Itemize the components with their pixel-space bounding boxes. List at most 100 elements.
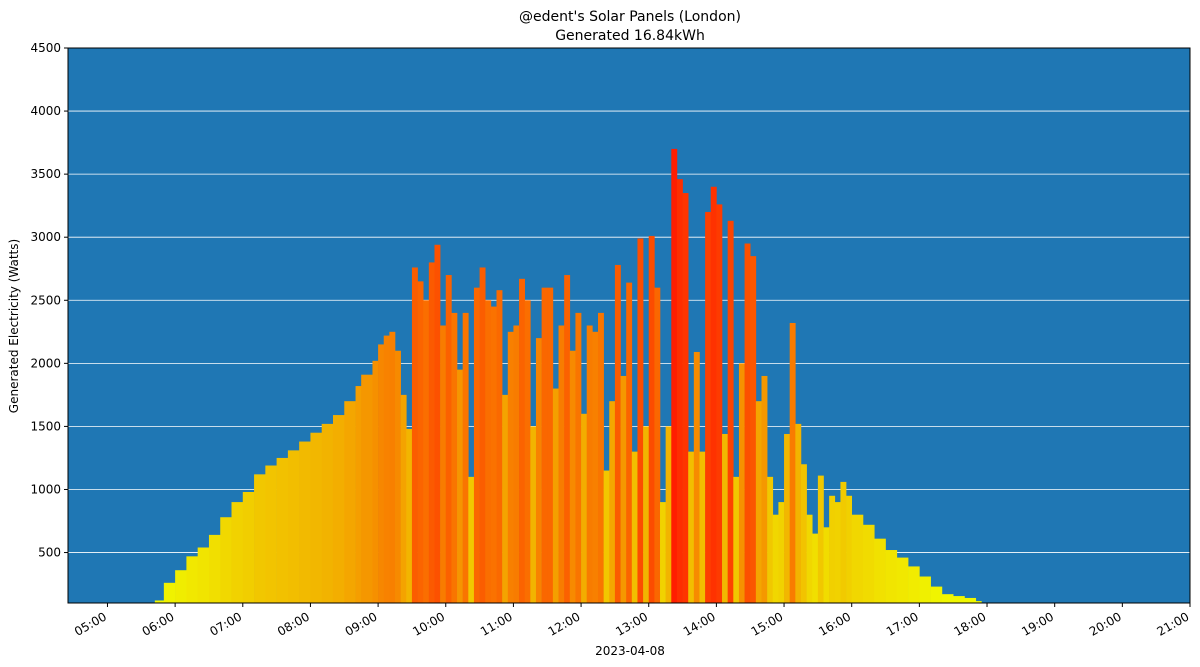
bar: [502, 394, 509, 603]
bar: [896, 557, 909, 603]
bar: [175, 570, 187, 603]
bar: [727, 220, 734, 603]
bar: [428, 262, 435, 603]
y-tick-label: 3500: [30, 167, 61, 181]
y-tick-label: 3000: [30, 230, 61, 244]
x-tick-label: 10:00: [410, 609, 447, 638]
bar: [558, 325, 565, 603]
bar: [688, 451, 695, 603]
y-tick-label: 1000: [30, 482, 61, 496]
bar: [789, 322, 796, 603]
x-tick-label: 05:00: [72, 609, 109, 638]
bar: [564, 275, 571, 603]
bar: [812, 533, 819, 603]
y-tick-label: 2000: [30, 356, 61, 370]
x-tick-label: 13:00: [613, 609, 650, 638]
bar: [507, 331, 514, 603]
bar: [597, 312, 604, 603]
bar: [761, 375, 768, 603]
bar: [445, 275, 452, 603]
bar: [406, 428, 413, 603]
bar: [451, 312, 458, 603]
bar: [620, 375, 627, 603]
bar: [479, 267, 486, 603]
bar: [592, 331, 599, 603]
bar: [676, 179, 683, 603]
bar: [586, 325, 593, 603]
bar: [490, 306, 497, 603]
bar: [744, 243, 751, 604]
bar: [355, 386, 362, 603]
x-tick-label: 12:00: [546, 609, 583, 638]
bar: [423, 300, 430, 603]
bar: [163, 582, 176, 603]
bar: [699, 451, 706, 603]
bar: [874, 538, 886, 603]
bar: [395, 350, 401, 603]
bar: [154, 600, 165, 603]
bar: [648, 235, 655, 603]
bar: [208, 534, 221, 603]
x-tick-label: 18:00: [952, 609, 989, 638]
bar: [665, 426, 672, 603]
bar: [862, 524, 875, 603]
x-tick-label: 08:00: [275, 609, 312, 638]
bar: [473, 287, 480, 603]
bar: [953, 596, 965, 603]
bar: [806, 514, 813, 603]
bar: [513, 325, 520, 603]
bar: [197, 547, 210, 603]
bar: [440, 325, 447, 603]
bar: [941, 594, 954, 603]
bar: [767, 476, 774, 603]
bar: [310, 432, 323, 603]
bar: [738, 363, 745, 603]
bar: [361, 374, 373, 603]
bar: [975, 601, 982, 603]
bar: [919, 576, 931, 603]
bar: [468, 476, 475, 603]
bar: [254, 474, 266, 603]
bar: [344, 401, 356, 603]
bar: [795, 423, 802, 603]
x-tick-label: 06:00: [140, 609, 177, 638]
bar: [750, 256, 757, 603]
bar: [823, 527, 830, 603]
bar: [332, 415, 345, 603]
bar: [457, 369, 463, 603]
bar: [378, 344, 385, 603]
bar: [631, 451, 638, 603]
bar: [485, 300, 492, 603]
bar: [524, 300, 531, 603]
bar: [603, 470, 610, 603]
bar: [722, 433, 728, 603]
x-tick-label: 17:00: [884, 609, 921, 638]
bar: [772, 514, 779, 603]
bar: [276, 457, 289, 603]
bar: [964, 597, 977, 603]
y-tick-label: 500: [38, 546, 61, 560]
bar: [581, 413, 588, 603]
y-axis: 500 1000 1500 2000 2500 3000 3500 4000 4500: [30, 41, 68, 560]
bar: [547, 287, 554, 603]
chart-subtitle: Generated 16.84kWh: [555, 28, 705, 44]
chart-title: @edent's Solar Panels (London): [519, 9, 741, 25]
bar: [411, 267, 418, 603]
x-tick-label: 07:00: [207, 609, 244, 638]
y-tick-label: 4500: [30, 41, 61, 55]
bar: [519, 278, 525, 603]
bar: [569, 350, 576, 603]
bar: [462, 312, 469, 603]
bar: [834, 502, 841, 603]
x-tick-label: 15:00: [749, 609, 786, 638]
bar: [846, 495, 853, 603]
bars: [154, 148, 982, 604]
bar: [643, 426, 650, 603]
bar: [287, 450, 300, 603]
bar: [930, 586, 943, 603]
bar: [535, 338, 542, 603]
bar: [693, 351, 700, 603]
x-tick-label: 11:00: [478, 609, 515, 638]
y-tick-label: 4000: [30, 104, 61, 118]
bar: [851, 514, 864, 603]
